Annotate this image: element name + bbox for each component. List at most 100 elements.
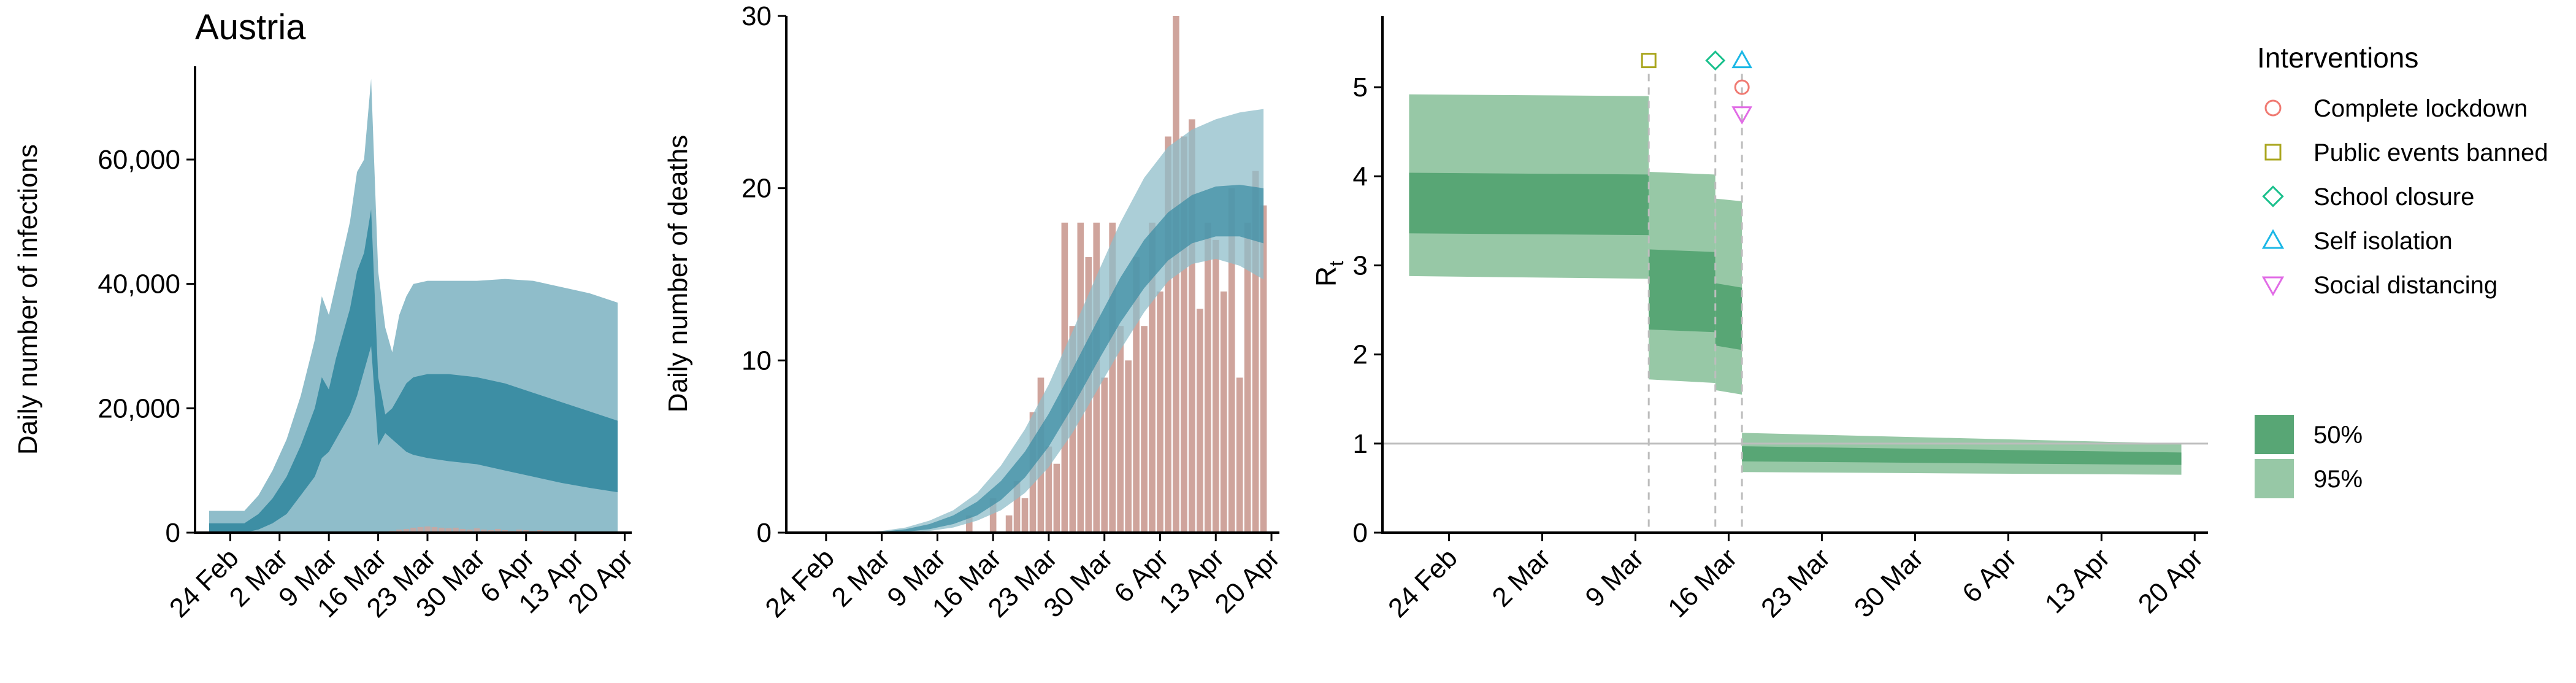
deaths-bar	[1189, 119, 1195, 533]
infections-bar	[417, 527, 424, 533]
deaths-y-axis-label: Daily number of deaths	[663, 135, 693, 412]
x-tick-label: 20 Apr	[2133, 542, 2209, 619]
deaths-bar	[1204, 222, 1211, 533]
legend-band-swatch	[2255, 415, 2294, 454]
legend-item-label: Public events banned	[2313, 139, 2548, 166]
legend-item-label: Self isolation	[2313, 228, 2453, 255]
deaths-bar	[1220, 291, 1227, 533]
infections-chart-title: Austria	[195, 7, 306, 47]
deaths-bar	[1125, 360, 1132, 533]
rt-segment-4-band-50	[1742, 446, 2182, 465]
deaths-bar	[1181, 136, 1187, 533]
infections-bar	[516, 529, 523, 533]
deaths-bar	[1133, 257, 1140, 533]
infections-bar	[523, 530, 529, 533]
rt-y-axis-label-main: R	[1310, 266, 1342, 287]
infections-bar	[424, 526, 431, 533]
y-tick-label: 4	[1353, 161, 1368, 191]
infections-bar	[396, 529, 402, 533]
deaths-bar	[1165, 136, 1171, 533]
y-tick-label: 2	[1353, 340, 1368, 370]
rt-y-axis-label: Rt	[1310, 261, 1347, 287]
deaths-bar	[1021, 498, 1029, 533]
deaths-bar	[1005, 515, 1013, 533]
infections-bar	[410, 527, 416, 533]
legend-item-label: School closure	[2313, 183, 2474, 210]
legend-band-items: 50% 95%	[2255, 415, 2363, 498]
y-tick-label: 60,000	[98, 145, 180, 175]
deaths-bar	[1149, 222, 1156, 533]
legend-triangle-down-icon	[2261, 276, 2285, 296]
rt-y-ticks: 0 1 2 3 4 5	[1353, 72, 1382, 548]
y-tick-label: 0	[166, 518, 180, 548]
deaths-bar	[1013, 480, 1021, 533]
infections-bar	[488, 530, 494, 533]
legend-band-swatch	[2255, 459, 2294, 498]
infections-bands	[209, 79, 618, 533]
x-tick-label: 30 Mar	[1849, 542, 1929, 623]
infections-bar	[445, 528, 452, 533]
rt-intervention-lines	[1647, 74, 1743, 533]
intervention-marker-circle-icon	[1734, 79, 1750, 95]
x-tick-label: 24 Feb	[759, 542, 840, 623]
legend-circle-icon	[2264, 99, 2282, 117]
deaths-bar	[1252, 171, 1259, 533]
infections-bar	[431, 527, 438, 533]
rt-y-axis-label-subscript: t	[1325, 261, 1347, 266]
x-tick-label: 20 Apr	[1209, 542, 1286, 619]
y-tick-label: 20	[742, 174, 772, 204]
deaths-bar	[1212, 239, 1219, 533]
legend-band-label: 95%	[2313, 466, 2363, 493]
infections-bar	[537, 530, 543, 533]
y-tick-label: 10	[742, 345, 772, 376]
legend-square-icon	[2264, 144, 2282, 161]
deaths-bar	[1244, 222, 1251, 533]
legend-intervention-items: Complete lockdown Public events banned Sch…	[2261, 95, 2548, 299]
infections-y-ticks: 0 20,000 40,000 60,000	[98, 145, 195, 548]
deaths-bar	[1260, 205, 1267, 533]
infections-bar	[439, 527, 445, 533]
infections-bar	[403, 528, 410, 533]
legend-item-label: Social distancing	[2313, 272, 2497, 299]
deaths-bar	[1053, 463, 1060, 533]
rt-segment-2-band-50	[1649, 249, 1715, 333]
x-tick-label: 2 Mar	[1486, 542, 1556, 612]
y-tick-label: 0	[1353, 518, 1368, 548]
infections-bar	[466, 529, 473, 533]
deaths-bar	[989, 498, 997, 533]
infections-bar	[473, 528, 480, 533]
legend-triangle-up-icon	[2261, 229, 2285, 249]
infections-bar	[502, 530, 508, 533]
rt-segment-1-band-50	[1409, 172, 1649, 236]
y-tick-label: 5	[1353, 72, 1368, 102]
deaths-y-ticks: 0 10 20 30	[742, 1, 786, 548]
deaths-bar	[1109, 222, 1116, 533]
legend-diamond-icon	[2262, 185, 2284, 207]
legend-item-label: Complete lockdown	[2313, 95, 2528, 122]
deaths-bar	[1117, 326, 1124, 533]
x-tick-label: 24 Feb	[1382, 542, 1463, 623]
intervention-marker-triangle-up-icon	[1731, 50, 1753, 69]
x-tick-label: 2 Mar	[826, 542, 895, 612]
deaths-bar	[965, 515, 973, 533]
y-tick-label: 3	[1353, 250, 1368, 280]
rt-x-ticks: 24 Feb 2 Mar 9 Mar 16 Mar 23 Mar 30 Mar 6 Apr 1…	[1382, 533, 2209, 623]
deaths-bar	[1197, 309, 1203, 533]
x-tick-label: 23 Mar	[1755, 542, 1836, 623]
rt-legend: Interventions Complete lockdown Public ev…	[2255, 42, 2548, 498]
infections-bar	[453, 527, 459, 533]
y-tick-label: 30	[742, 1, 772, 31]
x-tick-label: 9 Mar	[1579, 542, 1649, 612]
intervention-marker-diamond-icon	[1705, 50, 1726, 71]
deaths-band-50	[857, 185, 1264, 533]
x-tick-label: 6 Apr	[1957, 542, 2022, 608]
infections-bar	[480, 529, 487, 533]
y-tick-label: 40,000	[98, 269, 180, 299]
rt-panel: 0 1 2 3 4 5 24 Feb 2 Mar 9 Mar 16 Mar 23 Mar 30 Ma…	[1310, 16, 2209, 623]
rt-bands	[1409, 94, 2182, 475]
deaths-bar	[1101, 377, 1108, 533]
